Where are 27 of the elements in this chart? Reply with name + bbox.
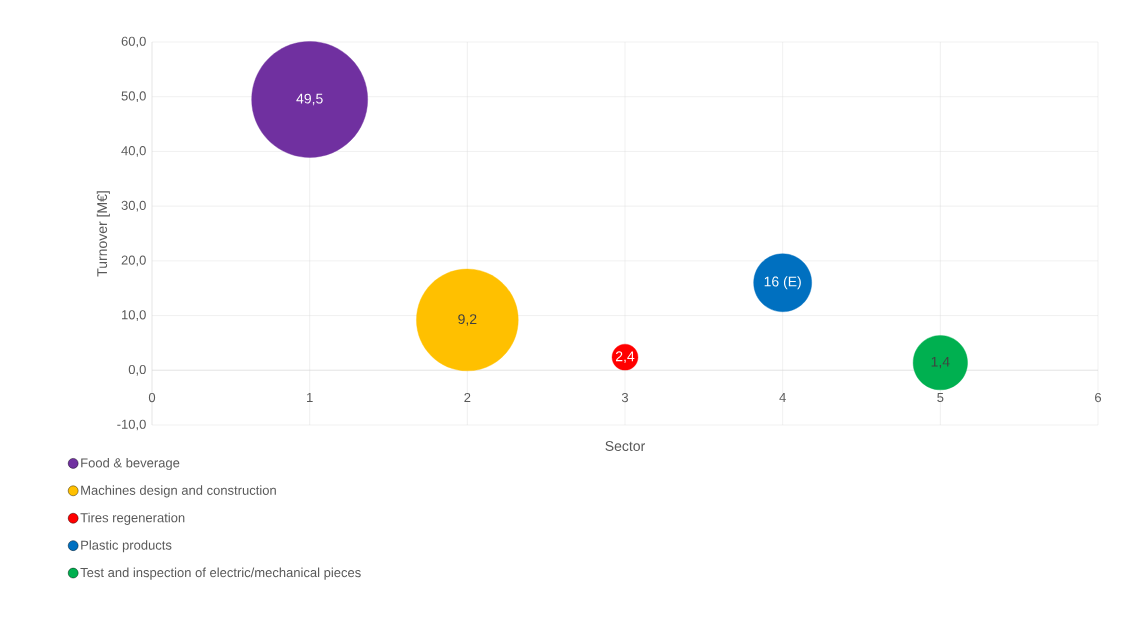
y-tick-label: 20,0 [121,255,146,267]
x-tick-label: 6 [1095,392,1102,403]
data-label: 1,4 [931,356,950,369]
legend-label: Machines design and construction [81,485,276,498]
y-tick-label: 30,0 [121,200,146,212]
data-label: 16 (E) [764,276,801,290]
y-axis-title: Turnover [M€] [96,191,110,277]
y-tick-label: 50,0 [121,91,146,103]
x-tick-label: 0 [148,392,156,403]
x-tick-label: 3 [621,392,629,403]
y-tick-label: -10,0 [117,419,146,431]
legend-label: Test and inspection of electric/mechanical pieces [80,567,361,580]
legend-label: Tires regeneration [80,512,185,525]
x-tick-label: 2 [464,392,471,403]
x-tick-label: 5 [937,392,944,403]
x-axis-title: Sector [605,441,646,452]
data-label: 9,2 [458,314,477,326]
x-tick-label: 4 [779,392,786,402]
data-label: 2,4 [615,351,635,363]
data-label: 49,5 [296,93,323,106]
y-tick-label: 10,0 [122,310,146,321]
x-tick-label: 1 [307,392,313,402]
y-tick-label: 60,0 [121,36,146,48]
y-tick-label: 40,0 [121,146,146,157]
legend-label: Food & beverage [81,457,180,471]
y-tick-label: 0,0 [128,364,146,376]
legend-label: Plastic products [81,540,172,553]
